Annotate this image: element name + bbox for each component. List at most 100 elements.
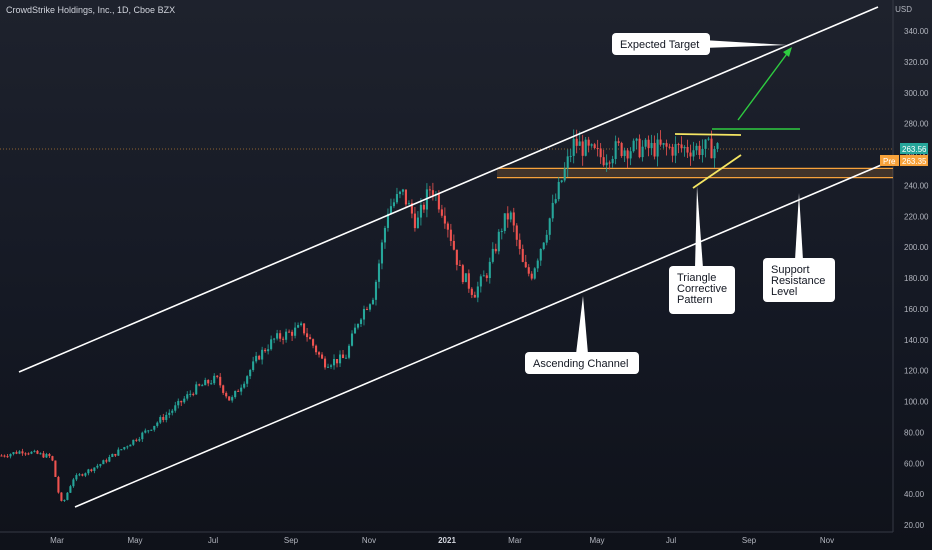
candle-body	[90, 469, 93, 471]
candle-body	[72, 479, 75, 487]
candle-body	[638, 138, 641, 158]
candle-body	[482, 275, 485, 277]
candle-body	[413, 213, 416, 229]
x-tick-label: Jul	[208, 536, 218, 545]
candle-body	[686, 146, 689, 153]
candle-body	[503, 213, 506, 231]
x-tick-label: Nov	[820, 536, 834, 545]
candle-body	[258, 355, 261, 360]
candle-body	[129, 444, 132, 447]
candle-body	[404, 189, 407, 205]
candle-body	[692, 150, 695, 157]
callout-triangle-text: Pattern	[677, 294, 712, 306]
candle-body	[587, 139, 590, 146]
candle-body	[207, 379, 210, 384]
channel-upper-line	[18, 6, 879, 373]
candle-body	[120, 449, 123, 451]
candle-body	[252, 361, 255, 370]
candle-body	[177, 400, 180, 406]
candle-body	[464, 273, 467, 283]
candle-body	[15, 452, 18, 454]
pre-price-tag	[900, 155, 928, 167]
x-tick-label: Mar	[50, 536, 64, 545]
candle-body	[389, 206, 393, 214]
candle-body	[288, 331, 291, 333]
candle-body	[216, 375, 219, 377]
candle-body	[446, 223, 449, 230]
callout-ascending-channel-pointer	[576, 296, 588, 354]
candle-body	[222, 385, 225, 393]
candle-body	[353, 327, 357, 334]
candle-body	[362, 308, 366, 320]
candle-body	[662, 143, 665, 145]
chart-title: CrowdStrike Holdings, Inc., 1D, Cboe BZX	[6, 5, 176, 15]
candle-body	[192, 393, 195, 395]
candle-body	[228, 396, 231, 401]
callout-expected-target-pointer	[703, 40, 787, 48]
candle-body	[653, 142, 656, 157]
target-arrowhead	[783, 47, 792, 57]
candle-body	[644, 139, 647, 147]
candle-body	[614, 141, 617, 159]
candle-body	[368, 304, 372, 310]
candle-body	[689, 152, 692, 157]
candle-body	[629, 151, 632, 159]
candle-body	[554, 199, 557, 203]
candle-body	[18, 451, 21, 454]
candle-body	[527, 267, 530, 274]
candle-body	[204, 379, 207, 386]
candle-body	[0, 455, 3, 457]
x-tick-label: May	[589, 536, 604, 545]
candle-body	[548, 218, 551, 235]
candle-body	[153, 425, 156, 430]
candle-body	[509, 212, 512, 220]
candle-body	[297, 325, 300, 328]
candle-body	[318, 352, 321, 355]
candle-body	[476, 286, 479, 298]
candle-body	[78, 474, 81, 476]
candle-body	[431, 190, 434, 196]
candle-body	[626, 150, 629, 159]
candle-body	[560, 180, 563, 182]
candle-body	[219, 376, 222, 386]
candle-body	[213, 375, 216, 384]
callout-expected-target-box	[612, 33, 710, 55]
candle-body	[398, 191, 401, 195]
candle-body	[255, 355, 258, 362]
candle-body	[680, 144, 683, 149]
candle-body	[407, 203, 410, 205]
candle-body	[623, 150, 626, 156]
candle-body	[377, 263, 381, 282]
candle-body	[611, 158, 614, 164]
candle-body	[569, 155, 572, 157]
candle-body	[683, 146, 686, 149]
callout-support-resistance-pointer	[795, 193, 803, 260]
candle-body	[677, 144, 680, 146]
candle-body	[470, 288, 473, 295]
candle-body	[488, 261, 491, 279]
candle-body	[605, 162, 608, 166]
candle-body	[147, 430, 150, 432]
candle-body	[27, 453, 30, 455]
y-tick-label: 240.00	[904, 181, 929, 190]
candle-body	[617, 141, 620, 143]
candle-body	[344, 357, 348, 359]
candle-body	[593, 144, 596, 148]
candle-body	[596, 147, 599, 149]
candle-body	[599, 148, 602, 158]
candle-body	[455, 249, 458, 265]
x-tick-label: Mar	[508, 536, 522, 545]
candle-body	[458, 264, 461, 266]
callout-support-resistance-text: Level	[771, 286, 797, 298]
candle-body	[12, 452, 15, 455]
y-tick-label: 300.00	[904, 89, 929, 98]
candle-body	[647, 139, 650, 149]
target-arrow-line	[737, 50, 790, 121]
candle-body	[39, 453, 42, 455]
candle-body	[150, 429, 153, 431]
candle-body	[201, 385, 204, 387]
candle-body	[635, 138, 638, 141]
candle-body	[300, 323, 303, 326]
